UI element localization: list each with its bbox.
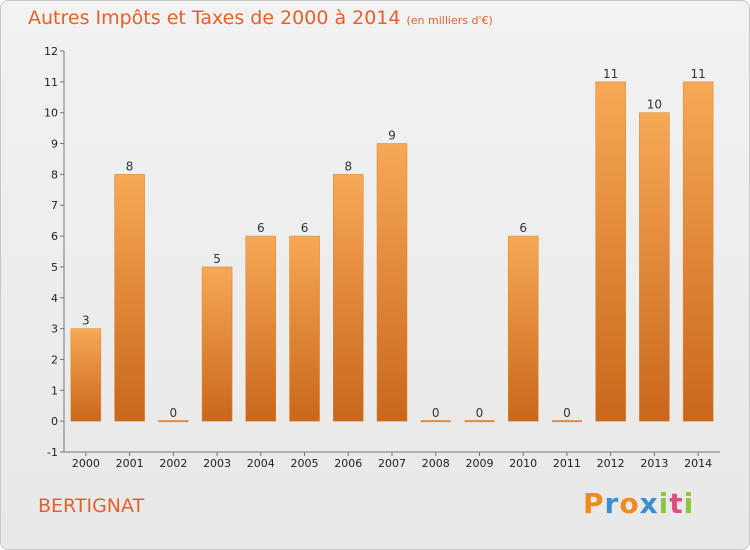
y-tick-label: 2 xyxy=(51,353,58,366)
bar xyxy=(507,235,539,422)
y-tick-label: 3 xyxy=(51,323,58,336)
x-tick-label: 2014 xyxy=(684,457,712,470)
data-label: 6 xyxy=(519,221,527,235)
data-label: 0 xyxy=(170,406,178,420)
x-tick-label: 2000 xyxy=(72,457,100,470)
commune-name: BERTIGNAT xyxy=(38,495,145,517)
logo-letter: x xyxy=(639,487,659,520)
logo-letter: i xyxy=(658,487,670,520)
y-tick-label: 5 xyxy=(51,261,58,274)
x-tick-label: 2005 xyxy=(291,457,319,470)
x-tick-label: 2013 xyxy=(640,457,668,470)
bar xyxy=(333,174,364,422)
y-tick-label: -1 xyxy=(47,446,58,459)
bar xyxy=(289,235,320,422)
bar xyxy=(595,81,626,422)
bar xyxy=(682,81,714,422)
bar xyxy=(376,143,408,422)
y-tick-label: 12 xyxy=(44,45,58,58)
x-tick-label: 2012 xyxy=(597,457,625,470)
x-tick-label: 2008 xyxy=(422,457,450,470)
data-label: 5 xyxy=(213,252,221,266)
y-tick-label: 8 xyxy=(51,168,58,181)
chart-subtitle: (en milliers d'€) xyxy=(406,14,493,27)
logo-letter: i xyxy=(683,487,695,520)
x-tick-label: 2003 xyxy=(203,457,231,470)
x-tick-label: 2002 xyxy=(159,457,187,470)
logo-letter: o xyxy=(619,487,640,520)
chart-title: Autres Impôts et Taxes de 2000 à 2014 (en… xyxy=(28,7,493,29)
data-label: 9 xyxy=(388,129,396,143)
x-tick-label: 2004 xyxy=(247,457,275,470)
bar xyxy=(70,328,102,422)
data-label: 8 xyxy=(344,159,352,173)
bar xyxy=(245,235,277,422)
x-tick-label: 2010 xyxy=(509,457,537,470)
x-tick-label: 2001 xyxy=(116,457,144,470)
y-tick-label: 4 xyxy=(51,292,58,305)
bar xyxy=(639,112,670,422)
data-label: 10 xyxy=(647,98,662,112)
logo-letter: r xyxy=(604,487,620,520)
y-tick-label: 6 xyxy=(51,230,58,243)
data-label: 0 xyxy=(432,406,440,420)
bar xyxy=(114,174,145,422)
data-label: 6 xyxy=(301,221,309,235)
data-label: 8 xyxy=(126,159,134,173)
y-tick-label: 10 xyxy=(44,107,58,120)
chart-title-text: Autres Impôts et Taxes de 2000 à 2014 xyxy=(28,7,401,29)
y-tick-label: 9 xyxy=(51,138,58,151)
proxiti-logo: Proxiti xyxy=(583,487,694,520)
data-label: 0 xyxy=(563,406,571,420)
y-tick-label: 0 xyxy=(51,415,58,428)
data-label: 0 xyxy=(476,406,484,420)
x-tick-label: 2006 xyxy=(334,457,362,470)
logo-letter: t xyxy=(669,487,684,520)
bar xyxy=(201,266,233,422)
data-label: 3 xyxy=(82,314,90,328)
data-label: 11 xyxy=(690,67,705,81)
y-tick-label: 1 xyxy=(51,384,58,397)
y-tick-label: 7 xyxy=(51,199,58,212)
x-tick-label: 2007 xyxy=(378,457,406,470)
data-label: 11 xyxy=(603,67,618,81)
x-tick-label: 2009 xyxy=(465,457,493,470)
y-tick-label: 11 xyxy=(44,76,58,89)
data-label: 6 xyxy=(257,221,265,235)
logo-letter: P xyxy=(583,487,605,520)
x-tick-label: 2011 xyxy=(553,457,581,470)
